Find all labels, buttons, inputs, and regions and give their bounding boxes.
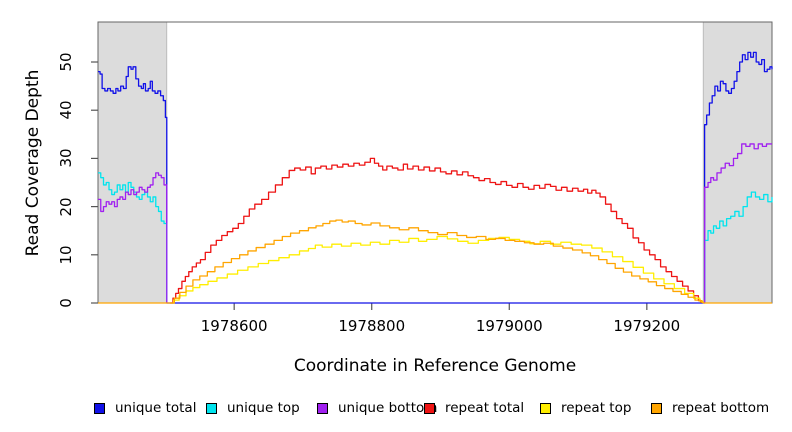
x-tick-label: 1978800 (338, 317, 406, 335)
legend-swatch-icon (424, 402, 435, 414)
y-axis-title: Read Coverage Depth (23, 69, 43, 257)
legend-item-repeat-bottom: repeat bottom (651, 399, 769, 417)
legend-swatch-icon (651, 402, 662, 414)
y-tick-label: 0 (57, 298, 75, 308)
legend-label: repeat total (445, 400, 525, 416)
y-tick-label: 10 (57, 245, 75, 265)
y-tick-label: 50 (57, 52, 75, 72)
series-line-repeat-total (170, 157, 703, 304)
y-tick-label: 40 (57, 100, 75, 120)
legend-label: unique total (115, 400, 197, 416)
legend-item-repeat-total: repeat total (424, 399, 524, 417)
series-line-repeat-bottom (98, 219, 772, 304)
series-line-unique-bottom (98, 172, 168, 303)
legend-item-unique-bottom: unique bottom (317, 399, 437, 417)
legend-item-unique-total: unique total (94, 399, 196, 417)
legend-swatch-icon (540, 402, 551, 414)
legend-label: repeat bottom (672, 400, 770, 416)
shaded-region (97, 21, 168, 304)
y-tick-label: 20 (57, 197, 75, 217)
legend-swatch-icon (317, 402, 328, 414)
x-tick-label: 1979000 (475, 317, 543, 335)
x-tick-label: 1979200 (613, 317, 681, 335)
shaded-region (702, 21, 773, 304)
series-line-unique-top (703, 191, 773, 303)
legend-item-unique-top: unique top (206, 399, 300, 417)
series-line-unique-total (98, 51, 773, 304)
legend-swatch-icon (206, 402, 217, 414)
legend: unique total unique top unique bottom repea… (0, 399, 792, 419)
legend-swatch-icon (94, 402, 105, 414)
series-line-unique-bottom (703, 143, 772, 303)
y-tick-label: 30 (57, 148, 75, 168)
legend-item-repeat-top: repeat top (540, 399, 631, 417)
x-tick-label: 1978600 (200, 317, 268, 335)
series-line-repeat-top (170, 235, 704, 304)
x-axis-title: Coordinate in Reference Genome (293, 356, 577, 376)
plot-box (97, 21, 773, 304)
legend-label: unique bottom (338, 400, 438, 416)
legend-label: repeat top (561, 400, 632, 416)
legend-label: unique top (227, 400, 300, 416)
